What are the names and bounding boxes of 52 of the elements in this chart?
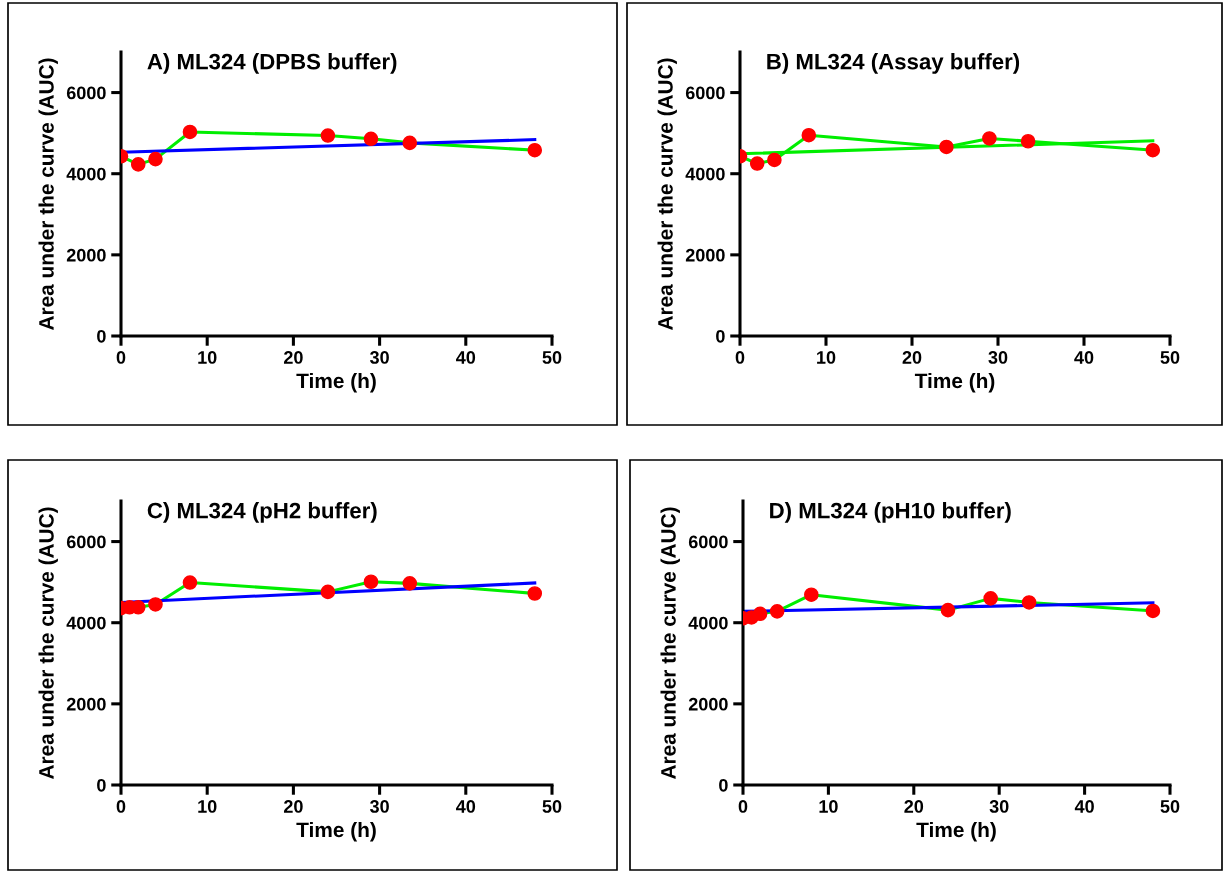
x-tick-label: 40: [456, 800, 476, 813]
x-tick-label: 50: [1160, 351, 1180, 364]
y-tick-label: 0: [97, 778, 106, 792]
y-tick-label: 2000: [688, 697, 728, 711]
y-axis-title: Area under the curve (AUC): [660, 507, 680, 780]
y-tick-label: 6000: [66, 86, 106, 100]
x-tick-label: 0: [116, 800, 126, 813]
chart-title: A) ML324 (DPBS buffer): [147, 53, 397, 74]
chart-title: C) ML324 (pH2 buffer): [147, 502, 377, 523]
x-axis-title: Time (h): [296, 821, 376, 842]
x-tick-label: 50: [542, 800, 562, 813]
y-axis-title: Area under the curve (AUC): [657, 58, 677, 331]
y-tick-label: 4000: [66, 616, 106, 630]
x-tick-label: 50: [542, 351, 562, 364]
chart-title: D) ML324 (pH10 buffer): [770, 502, 1011, 523]
x-tick-label: 10: [198, 351, 217, 364]
y-tick-label: 2000: [66, 248, 106, 262]
x-tick-label: 0: [738, 800, 748, 813]
x-tick-label: 10: [817, 351, 836, 364]
x-tick-label: 50: [1160, 800, 1180, 813]
y-tick-label: 0: [716, 329, 725, 343]
x-tick-label: 30: [369, 800, 389, 813]
y-tick-label: 6000: [688, 535, 728, 549]
y-axis-title: Area under the curve (AUC): [38, 507, 58, 780]
x-tick-label: 20: [904, 800, 924, 813]
x-tick-label: 20: [283, 800, 303, 813]
x-tick-label: 10: [819, 800, 838, 813]
y-tick-label: 4000: [685, 167, 725, 181]
x-tick-label: 10: [198, 800, 217, 813]
x-tick-label: 30: [988, 351, 1008, 364]
y-tick-label: 0: [97, 329, 106, 343]
x-tick-label: 40: [456, 351, 476, 364]
y-tick-label: 2000: [66, 697, 106, 711]
y-tick-label: 6000: [685, 86, 725, 100]
y-tick-label: 4000: [66, 167, 106, 181]
x-axis-title: Time (h): [916, 821, 996, 842]
x-tick-label: 40: [1074, 800, 1094, 813]
x-tick-label: 40: [1074, 351, 1094, 364]
chart-title: B) ML324 (Assay buffer): [767, 53, 1020, 74]
x-tick-label: 0: [735, 351, 745, 364]
x-tick-label: 30: [369, 351, 389, 364]
y-axis-title: Area under the curve (AUC): [38, 58, 58, 331]
y-tick-label: 2000: [685, 248, 725, 262]
x-axis-title: Time (h): [296, 372, 376, 393]
x-axis-title: Time (h): [914, 372, 995, 393]
x-tick-label: 20: [283, 351, 303, 364]
y-tick-label: 6000: [66, 535, 106, 549]
x-tick-label: 30: [989, 800, 1009, 813]
y-tick-label: 4000: [688, 616, 728, 630]
x-tick-label: 20: [902, 351, 922, 364]
x-tick-label: 0: [116, 351, 126, 364]
y-tick-label: 0: [719, 778, 728, 792]
